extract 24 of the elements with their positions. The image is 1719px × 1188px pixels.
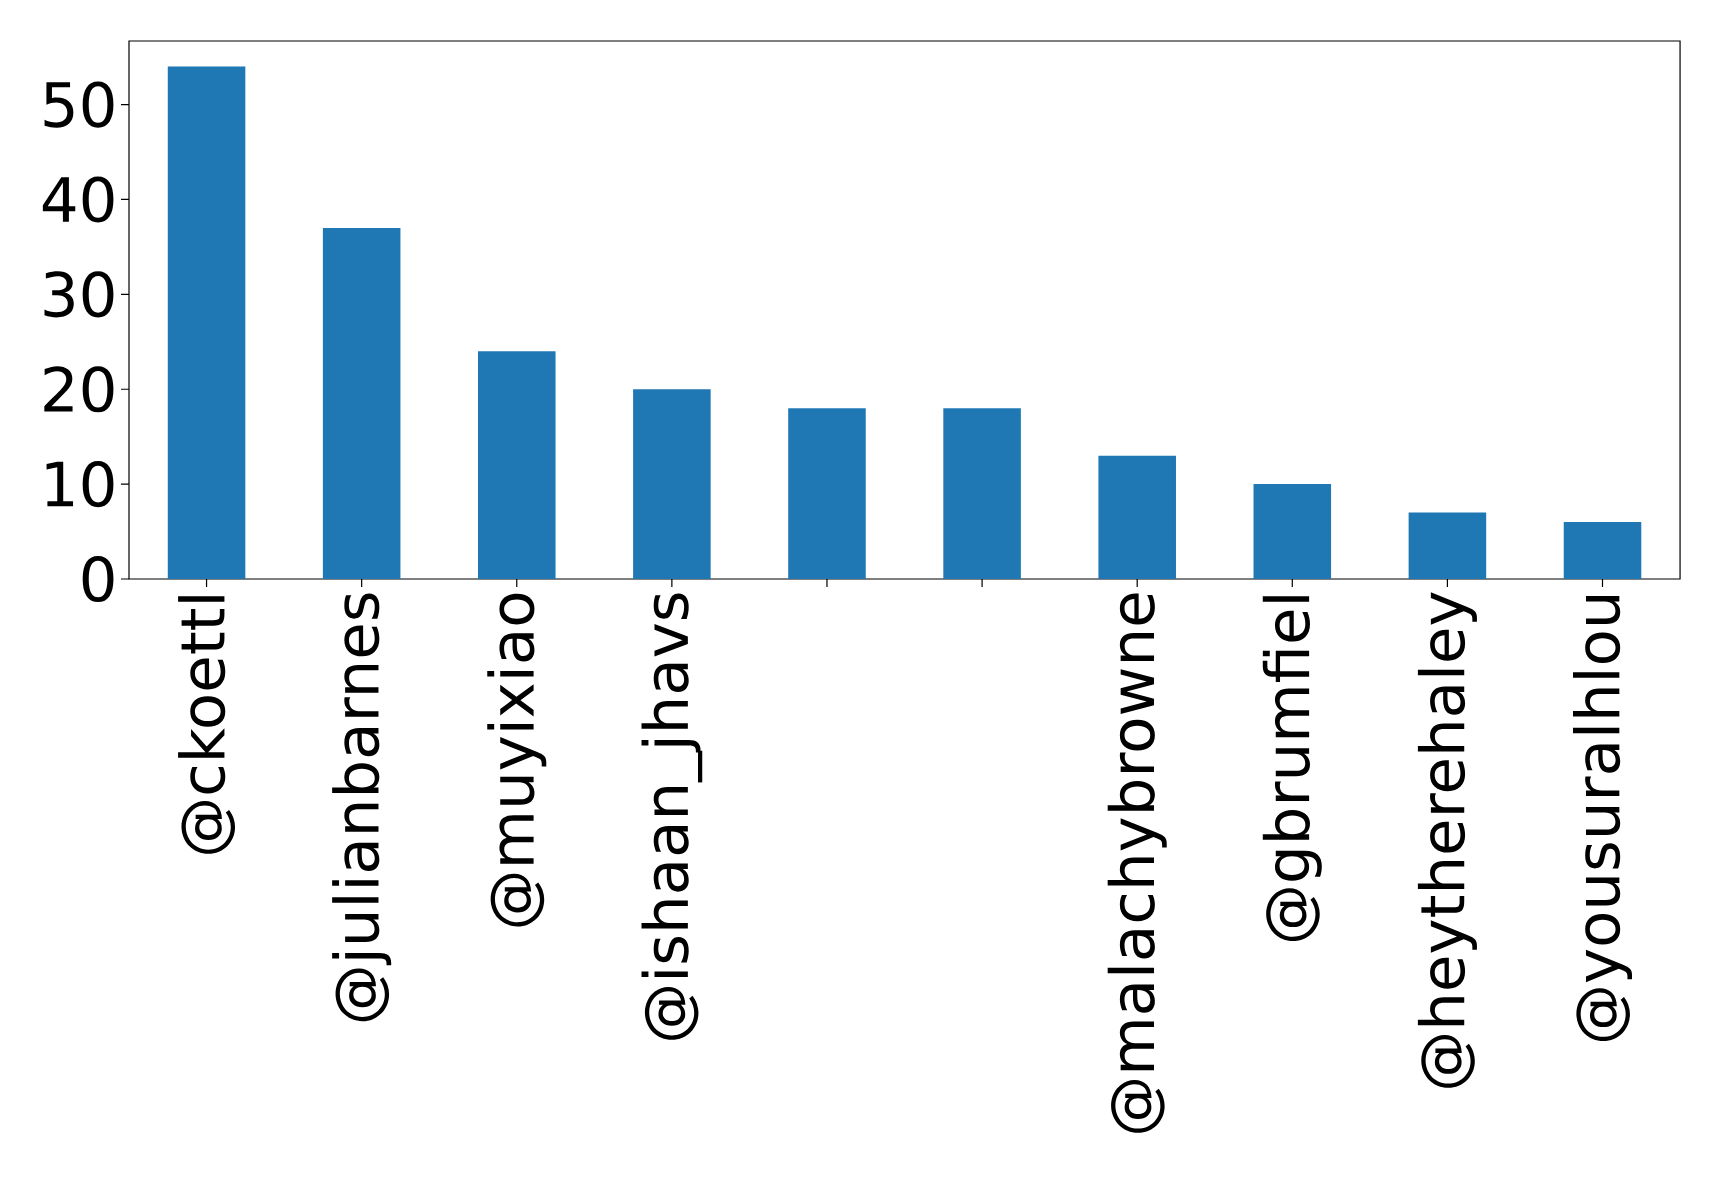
y-tick-label: 30 [44, 271, 114, 318]
x-tick-label: @muyixiao [487, 593, 547, 927]
x-tick-label: @heytherehaley [1417, 592, 1477, 1088]
x-tick-label: @ckoettl [178, 596, 236, 854]
bar [1408, 512, 1487, 579]
y-tick-label: 10 [46, 461, 114, 508]
x-tick-label: @gbrumfiel [1262, 596, 1322, 942]
bar [1563, 522, 1642, 579]
bar [167, 66, 246, 579]
bar [633, 389, 711, 579]
y-tick-label: 40 [42, 176, 114, 223]
x-tick-label: @yousuralhlou [1572, 595, 1633, 1042]
x-tick-label: @julianbarnes [332, 593, 392, 1022]
x-tick-label: @malachybrowne [1107, 593, 1167, 1133]
bar [788, 408, 866, 579]
y-tick-label: 20 [44, 366, 114, 413]
y-tick-label: 50 [44, 81, 114, 128]
bar [943, 408, 1021, 579]
y-tick-label: 0 [82, 555, 114, 603]
x-tick-label: @ishaan_jhavs [641, 593, 703, 1040]
bar [1253, 484, 1332, 579]
bar [477, 351, 556, 579]
bar [1098, 455, 1176, 579]
bar [322, 227, 401, 579]
